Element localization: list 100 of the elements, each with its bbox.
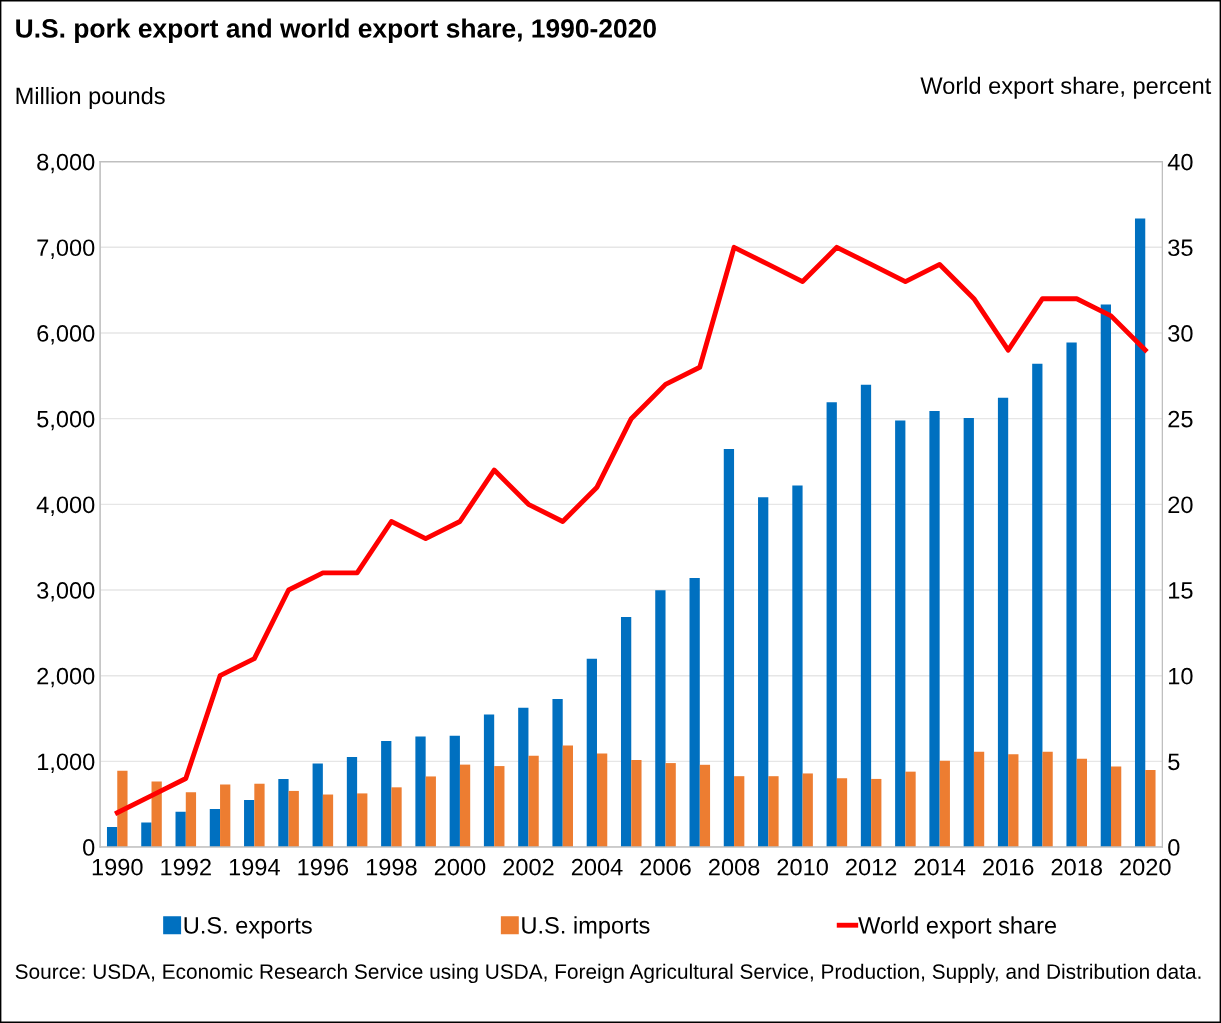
y2-tick-label: 30 bbox=[1168, 325, 1193, 342]
bar bbox=[391, 787, 402, 848]
bar bbox=[175, 811, 186, 848]
x-tick-label: 2002 bbox=[503, 858, 554, 876]
bar bbox=[792, 485, 803, 848]
bar bbox=[518, 707, 529, 848]
bar bbox=[312, 763, 323, 848]
bar bbox=[117, 770, 128, 848]
bar bbox=[1042, 751, 1053, 848]
x-tick-label: 2004 bbox=[571, 858, 623, 876]
bar bbox=[415, 736, 426, 848]
bar bbox=[997, 397, 1009, 848]
x-tick-label: 1990 bbox=[92, 858, 143, 876]
y-tick-label: 5,000 bbox=[37, 410, 95, 431]
bar bbox=[1008, 754, 1019, 848]
bar bbox=[973, 751, 985, 848]
y-tick-label: 2,000 bbox=[37, 667, 95, 688]
bar bbox=[552, 699, 563, 848]
bar bbox=[1076, 758, 1088, 848]
y2-tick-label: 35 bbox=[1168, 239, 1193, 257]
y2-axis-title: World export share, percent bbox=[920, 76, 1212, 99]
x-tick-label: 1998 bbox=[366, 858, 417, 876]
bar bbox=[929, 411, 940, 848]
bar bbox=[665, 763, 676, 848]
bar bbox=[185, 792, 197, 848]
line-series bbox=[114, 244, 1148, 816]
bar bbox=[689, 577, 700, 848]
y-tick-label: 3,000 bbox=[37, 582, 95, 602]
source-note: Source: USDA, Economic Research Service using USDA, Foreign Agricultural Service, Production, Supply, and Distribution data. bbox=[15, 963, 1201, 984]
bar bbox=[836, 778, 848, 848]
bar bbox=[459, 764, 471, 848]
x-tick-label: 1992 bbox=[161, 858, 211, 876]
x-tick-label: 2008 bbox=[708, 858, 760, 876]
y-tick-label: 0 bbox=[83, 839, 95, 856]
bar bbox=[826, 402, 837, 848]
bar bbox=[357, 793, 368, 848]
bar bbox=[346, 757, 358, 848]
chart-title: U.S. pork export and world export share, 1990-2020 bbox=[16, 18, 656, 44]
bar bbox=[322, 794, 334, 848]
x-tick-label: 2020 bbox=[1120, 858, 1171, 876]
y2-tick-label: 25 bbox=[1168, 410, 1193, 428]
bar bbox=[871, 778, 882, 848]
bar bbox=[1110, 766, 1122, 848]
y-tick-label: 7,000 bbox=[37, 239, 95, 259]
bar bbox=[699, 764, 711, 848]
bar bbox=[1032, 363, 1043, 848]
bar bbox=[723, 448, 735, 848]
y-tick-label: 1,000 bbox=[37, 753, 95, 773]
y2-tick-label: 5 bbox=[1168, 753, 1180, 771]
bar bbox=[802, 773, 813, 848]
y-tick-label: 8,000 bbox=[37, 153, 95, 174]
x-tick-label: 2006 bbox=[640, 858, 691, 876]
y-tick-label: 6,000 bbox=[37, 325, 95, 345]
bar bbox=[655, 590, 666, 848]
bar bbox=[254, 783, 265, 848]
x-tick-label: 1994 bbox=[229, 858, 280, 876]
y-tick-label: 4,000 bbox=[36, 496, 95, 516]
bar bbox=[939, 760, 950, 848]
bar bbox=[1066, 342, 1077, 848]
bar bbox=[381, 740, 392, 848]
bar bbox=[631, 759, 642, 848]
bar bbox=[768, 776, 779, 848]
bar bbox=[905, 771, 916, 848]
bar bbox=[758, 497, 769, 848]
bar bbox=[1100, 304, 1111, 848]
y2-tick-label: 20 bbox=[1168, 496, 1193, 514]
bar bbox=[586, 658, 597, 848]
bar bbox=[141, 822, 152, 848]
legend-label: U.S. exports bbox=[184, 917, 312, 939]
y2-tick-label: 10 bbox=[1169, 667, 1193, 685]
bar bbox=[220, 784, 231, 848]
x-tick-label: 2016 bbox=[983, 858, 1034, 876]
bar bbox=[244, 799, 255, 848]
bar bbox=[860, 384, 872, 848]
bar bbox=[106, 826, 118, 848]
bar bbox=[562, 745, 573, 848]
bar bbox=[483, 714, 495, 848]
bar bbox=[734, 776, 745, 848]
bar bbox=[963, 417, 974, 848]
bar bbox=[288, 790, 299, 848]
bar bbox=[425, 776, 436, 848]
bar bbox=[620, 617, 632, 848]
x-tick-label: 2014 bbox=[914, 858, 966, 876]
bar bbox=[1134, 218, 1146, 848]
x-tick-label: 1996 bbox=[298, 858, 349, 876]
bar bbox=[528, 755, 539, 848]
x-tick-label: 2000 bbox=[434, 858, 486, 876]
y2-tick-label: 40 bbox=[1167, 153, 1193, 171]
bar bbox=[278, 779, 289, 848]
bar bbox=[596, 753, 608, 848]
legend-label: World export share bbox=[858, 916, 1057, 939]
bar bbox=[1145, 769, 1156, 848]
y2-tick-label: 15 bbox=[1169, 582, 1193, 599]
bar bbox=[895, 420, 906, 848]
bar bbox=[449, 735, 460, 848]
x-tick-label: 2012 bbox=[846, 858, 897, 876]
y-axis-title: Million pounds bbox=[16, 86, 165, 109]
y2-tick-label: 0 bbox=[1168, 839, 1180, 856]
bar bbox=[209, 808, 221, 848]
x-tick-label: 2018 bbox=[1051, 858, 1102, 876]
